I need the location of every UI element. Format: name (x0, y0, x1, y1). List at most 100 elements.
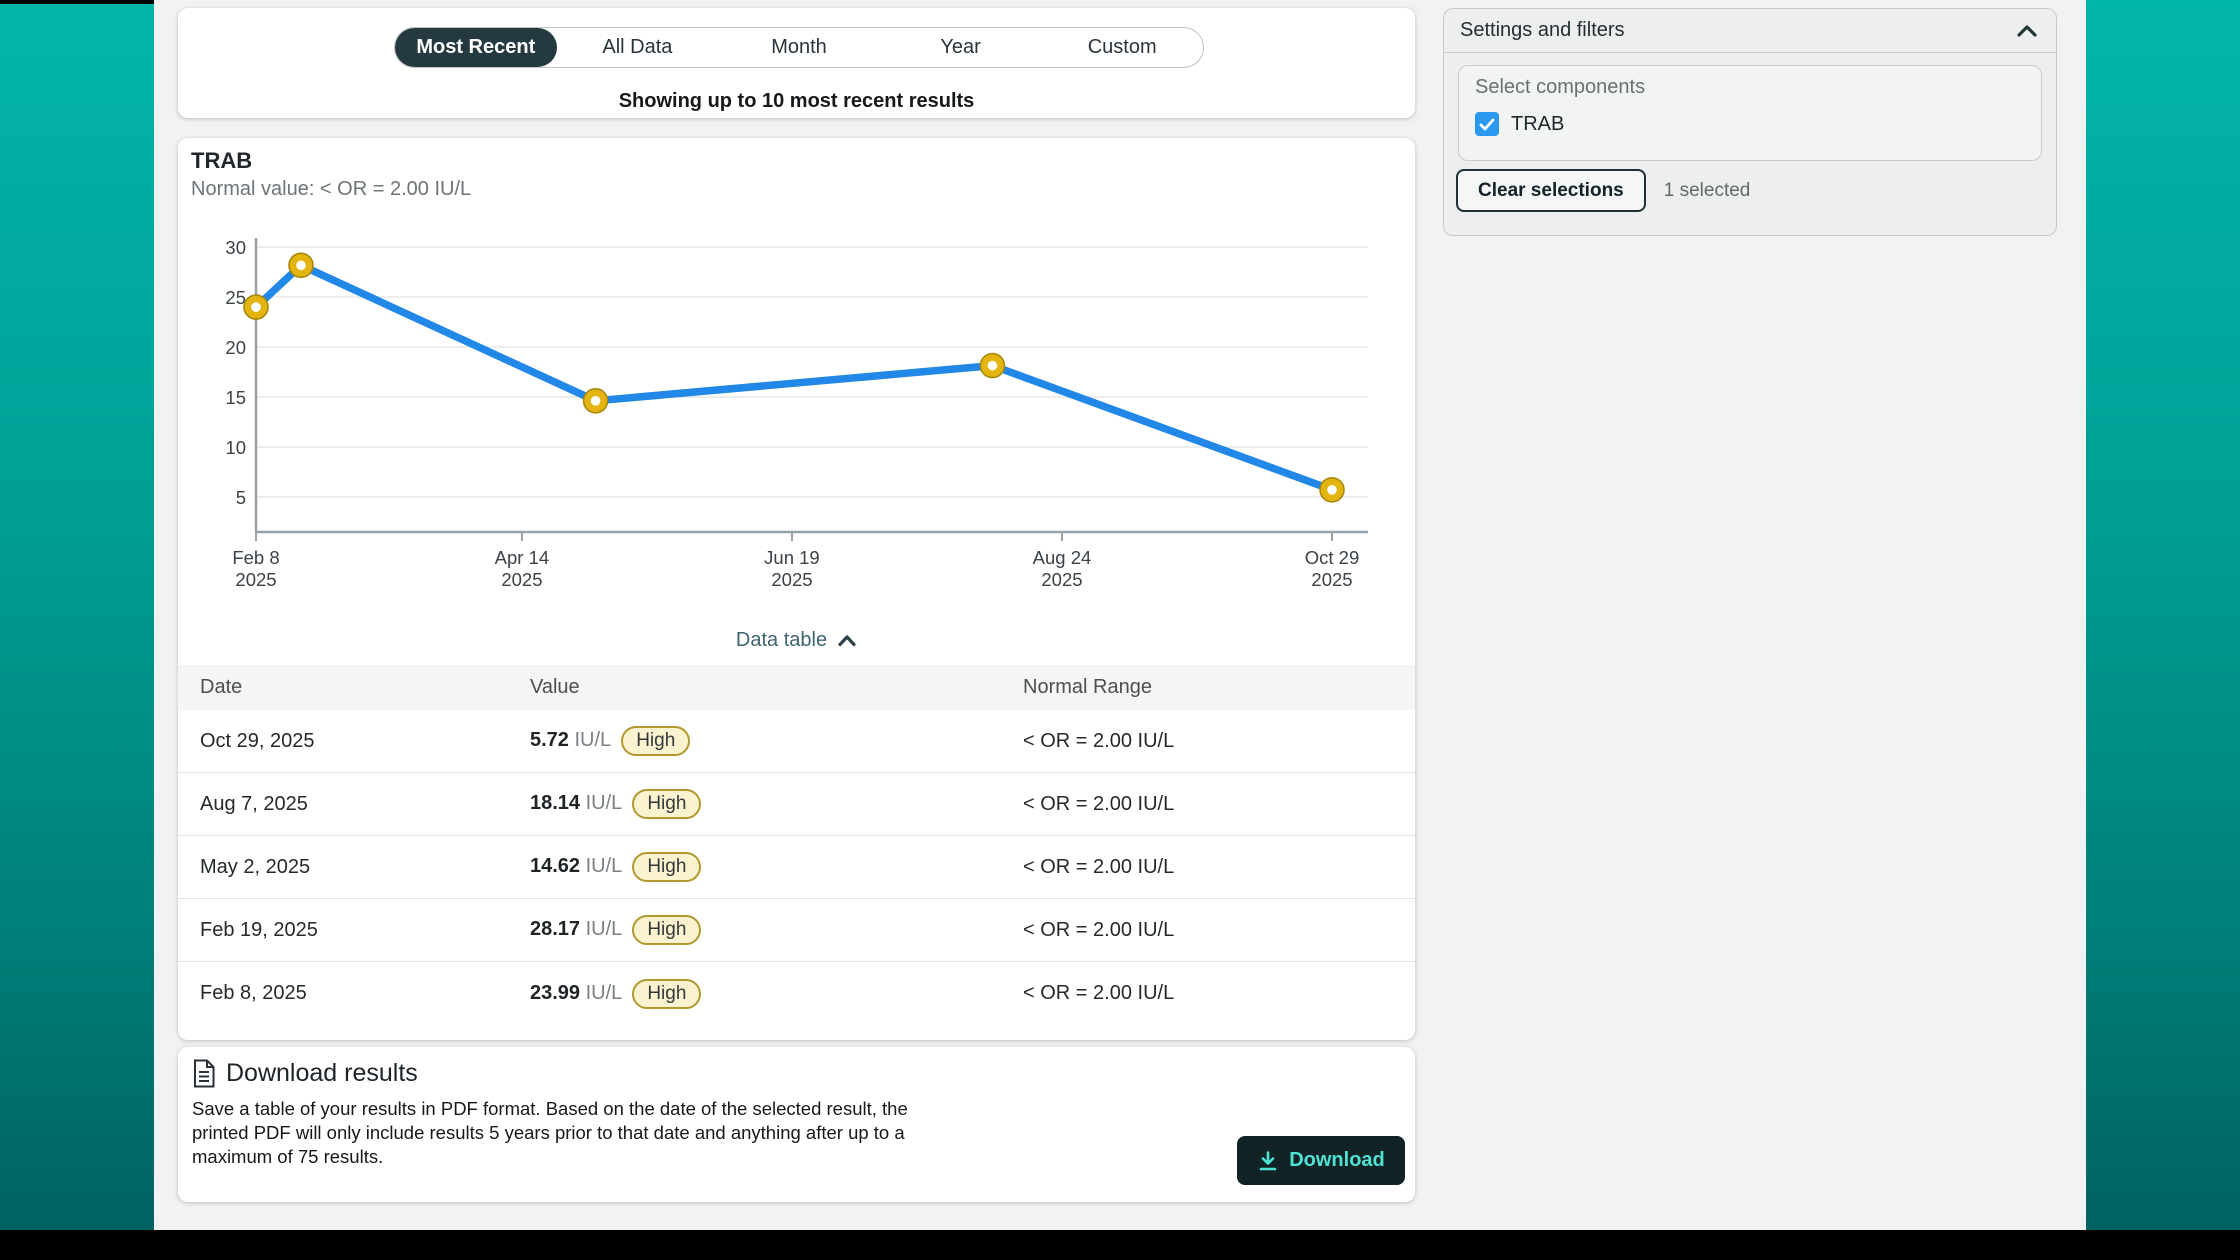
test-name: TRAB (191, 148, 253, 173)
result-unit: IU/L (580, 981, 623, 1004)
svg-text:Apr 14: Apr 14 (495, 547, 550, 568)
left-gradient-panel (0, 0, 154, 1230)
settings-title: Settings and filters (1460, 19, 1625, 41)
settings-panel: Settings and filters Select components T… (1443, 8, 2057, 236)
right-gradient-panel (2086, 0, 2240, 1230)
svg-text:2025: 2025 (771, 569, 812, 590)
view-range-option-custom[interactable]: Custom (1041, 28, 1203, 67)
result-value: 23.99 (530, 981, 581, 1004)
data-table-toggle-label: Data table (735, 629, 828, 651)
document-icon (194, 1059, 215, 1088)
results-table-body: Oct 29, 2025 5.72 IU/L High < OR = 2.00 IU/… (178, 710, 1415, 1025)
select-components-label: Select components (1475, 76, 1646, 98)
normal-value-label: Normal value: < OR = 2.00 IU/L (191, 178, 472, 200)
view-range-option-all-data[interactable]: All Data (557, 28, 719, 67)
data-point-marker[interactable] (582, 388, 609, 414)
normal-range: < OR = 2.00 IU/L (1023, 982, 1175, 1004)
component-checkbox[interactable] (1475, 112, 1499, 136)
result-date: Feb 19, 2025 (200, 918, 318, 941)
view-range-option-most-recent[interactable]: Most Recent (395, 28, 557, 67)
column-header-date: Date (200, 676, 243, 698)
data-point-marker[interactable] (979, 352, 1006, 379)
result-value: 5.72 (530, 729, 569, 751)
data-table-toggle[interactable]: Data table (178, 628, 1415, 653)
column-header-normal-range: Normal Range (1023, 676, 1152, 698)
result-value: 18.14 (530, 792, 581, 814)
high-flag-badge: High (632, 978, 702, 1009)
table-row[interactable]: Oct 29, 2025 5.72 IU/L High < OR = 2.00 IU/… (178, 710, 1415, 773)
high-flag-badge: High (632, 789, 702, 819)
result-date: Feb 8, 2025 (200, 982, 307, 1004)
svg-text:2025: 2025 (501, 569, 542, 590)
result-value: 28.17 (530, 918, 581, 940)
normal-range: < OR = 2.00 IU/L (1023, 792, 1175, 815)
collapse-settings-button[interactable] (2014, 22, 2040, 40)
svg-text:2025: 2025 (235, 569, 276, 590)
download-card: Download results Save a table of your re… (178, 1047, 1415, 1202)
data-point-marker[interactable] (1319, 476, 1345, 503)
clear-selections-button[interactable]: Clear selections (1456, 169, 1646, 212)
result-unit: IU/L (580, 855, 623, 877)
download-description: Save a table of your results in PDF form… (192, 1098, 908, 1167)
svg-text:Oct 29: Oct 29 (1305, 547, 1360, 568)
normal-range: < OR = 2.00 IU/L (1023, 918, 1175, 941)
chevron-up-icon (2017, 24, 2037, 37)
top-black-strip (0, 0, 154, 4)
download-icon (1259, 1150, 1277, 1170)
svg-text:Aug 24: Aug 24 (1033, 547, 1092, 568)
results-card: TRAB Normal value: < OR = 2.00 IU/L 30 25… (178, 138, 1415, 1040)
table-row[interactable]: Feb 19, 2025 28.17 IU/L High < OR = 2.00 IU… (178, 899, 1415, 962)
download-button[interactable]: Download (1237, 1136, 1405, 1185)
result-unit: IU/L (580, 918, 623, 940)
result-value-cell: 5.72 IU/L High (530, 726, 1023, 756)
result-date: Aug 7, 2025 (200, 792, 308, 815)
view-range-selector: Most Recent All Data Month Year Custom (394, 27, 1204, 68)
svg-text:10: 10 (225, 437, 246, 458)
selection-actions: Clear selections 1 selected (1456, 169, 1750, 212)
result-value-cell: 23.99 IU/L High (530, 978, 1023, 1009)
svg-text:30: 30 (225, 237, 246, 258)
result-value: 14.62 (530, 855, 581, 877)
bottom-black-bar (0, 1230, 2240, 1260)
svg-text:5: 5 (236, 487, 246, 508)
result-value-cell: 18.14 IU/L High (530, 789, 1023, 819)
view-range-option-month[interactable]: Month (718, 28, 880, 67)
settings-panel-header: Settings and filters (1444, 9, 2056, 53)
svg-text:25: 25 (225, 287, 246, 308)
results-count-caption: Showing up to 10 most recent results (618, 90, 975, 112)
high-flag-badge: High (632, 915, 702, 945)
selected-count: 1 selected (1663, 179, 1751, 201)
result-value-cell: 14.62 IU/L High (530, 852, 1023, 882)
result-date: Oct 29, 2025 (200, 729, 315, 752)
components-list: TRAB (1475, 112, 2025, 136)
column-header-value: Value (530, 676, 580, 698)
svg-text:Jun 19: Jun 19 (764, 547, 820, 568)
result-unit: IU/L (580, 792, 623, 814)
view-range-card: Most Recent All Data Month Year Custom Showi… (178, 8, 1415, 118)
table-row[interactable]: Feb 8, 2025 23.99 IU/L High < OR = 2.00 IU/… (178, 962, 1415, 1025)
table-header: Date Value Normal Range (178, 665, 1415, 710)
svg-text:15: 15 (225, 387, 246, 408)
data-point-marker[interactable] (288, 252, 314, 279)
svg-text:20: 20 (225, 337, 246, 358)
svg-text:2025: 2025 (1311, 569, 1352, 590)
normal-range: < OR = 2.00 IU/L (1023, 855, 1175, 878)
select-components-box: Select components TRAB (1458, 65, 2042, 161)
chevron-up-icon (838, 635, 856, 647)
table-row[interactable]: May 2, 2025 14.62 IU/L High < OR = 2.00 IU/… (178, 836, 1415, 899)
checkmark-icon (1479, 118, 1495, 130)
table-row[interactable]: Aug 7, 2025 18.14 IU/L High < OR = 2.00 IU/… (178, 773, 1415, 836)
data-point-marker[interactable] (243, 294, 269, 320)
download-title-row: Download results (192, 1059, 418, 1088)
high-flag-badge: High (621, 726, 691, 756)
svg-text:2025: 2025 (1041, 569, 1082, 590)
svg-text:Feb 8: Feb 8 (232, 547, 279, 568)
download-button-label: Download (1289, 1149, 1385, 1171)
high-flag-badge: High (632, 852, 702, 882)
download-title: Download results (226, 1059, 418, 1087)
component-option-trab[interactable]: TRAB (1475, 112, 2025, 136)
component-label: TRAB (1511, 112, 1565, 135)
view-range-option-year[interactable]: Year (880, 28, 1042, 67)
